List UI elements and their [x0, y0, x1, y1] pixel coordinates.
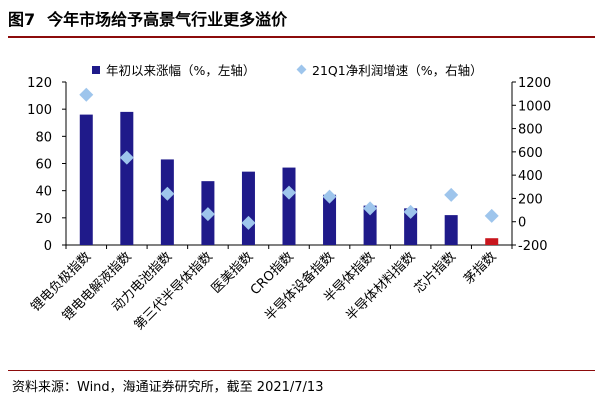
source-rule [8, 370, 595, 371]
right-axis-tick-label: 1200 [518, 76, 551, 91]
growth-marker [322, 189, 337, 204]
bar [160, 159, 174, 245]
category-label: 芯片指数 [412, 249, 459, 296]
bar [282, 167, 296, 245]
title-rule [8, 36, 595, 38]
legend-bar-label: 年初以来涨幅（%，左轴） [106, 63, 256, 78]
category-label: 半导体设备指数 [262, 249, 338, 325]
bar [323, 194, 337, 245]
right-axis-tick-label: 400 [518, 169, 543, 184]
bar [241, 171, 255, 245]
figure-title-text: 今年市场给予高景气行业更多溢价 [47, 10, 288, 29]
growth-marker [241, 215, 256, 230]
legend-bar: 年初以来涨幅（%，左轴） [92, 60, 255, 79]
left-axis-tick-label: 20 [35, 212, 52, 227]
bar [444, 215, 458, 245]
bar [79, 114, 93, 245]
right-axis-tick-label: 0 [518, 216, 526, 231]
growth-marker [119, 150, 134, 165]
growth-marker [363, 201, 378, 216]
right-axis-tick-label: 800 [518, 123, 543, 138]
legend-marker-label: 21Q1净利润增速（%，右轴） [312, 63, 483, 78]
left-axis-tick-label: 40 [35, 185, 52, 200]
category-label: 茅指数 [461, 249, 499, 287]
left-axis-tick-label: 60 [35, 158, 52, 173]
figure-title: 图7 今年市场给予高景气行业更多溢价 [8, 6, 287, 30]
growth-marker [79, 87, 94, 102]
right-axis-tick-label: 1000 [518, 99, 551, 114]
left-axis-tick-label: 0 [44, 239, 52, 254]
left-axis-tick-label: 80 [35, 130, 52, 145]
growth-marker [403, 204, 418, 219]
bar [485, 238, 499, 245]
bar [120, 111, 134, 245]
bar [404, 208, 418, 245]
left-axis-tick-label: 120 [27, 76, 52, 91]
figure-number: 图7 [8, 10, 36, 29]
growth-marker [444, 187, 459, 202]
growth-marker [160, 186, 175, 201]
right-axis-tick-label: 600 [518, 146, 543, 161]
legend-bar-swatch [92, 65, 100, 74]
legend-marker: 21Q1净利润增速（%，右轴） [296, 60, 483, 79]
chart: 0 20 40 60 80 100 120 -200 0 200 400 600 800 1000 1200… [27, 76, 551, 333]
right-axis-tick-label: -200 [518, 239, 548, 254]
growth-marker [484, 208, 499, 223]
left-axis-tick-label: 100 [27, 103, 52, 118]
right-axis-tick-label: 200 [518, 192, 543, 207]
growth-marker [282, 185, 296, 200]
growth-marker [200, 207, 215, 222]
bar [363, 205, 377, 245]
source-note: 资料来源：Wind，海通证券研究所，截至 2021/7/13 [12, 380, 324, 395]
category-label: 第三代半导体指数 [132, 249, 216, 333]
